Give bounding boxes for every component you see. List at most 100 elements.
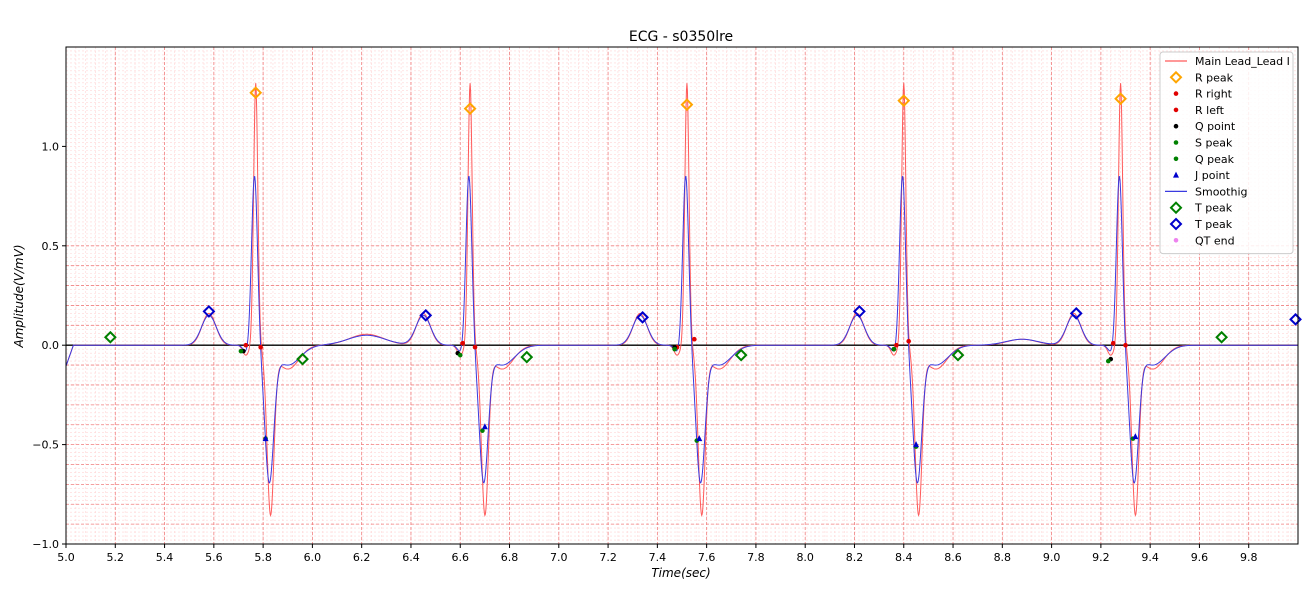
marker-point: [243, 342, 249, 348]
y-tick-label: 0.0: [42, 339, 60, 352]
plot-frame: [65, 46, 1299, 545]
major-grid: [65, 47, 1299, 545]
y-tick-label: 0.5: [42, 240, 60, 253]
x-tick-label: 7.4: [649, 551, 667, 564]
y-axis-label: Amplitude(V/mV): [12, 244, 26, 348]
marker-point: [238, 348, 244, 354]
x-axis-label: Time(sec): [651, 566, 710, 580]
marker-point: [103, 330, 117, 344]
marker-point: [472, 344, 478, 350]
legend-label: R left: [1195, 104, 1225, 117]
x-tick-label: 7.0: [550, 551, 568, 564]
legend-label: S peak: [1195, 137, 1233, 150]
y-tick-label: −1.0: [32, 538, 59, 551]
marker-point: [692, 336, 697, 342]
x-tick-label: 5.0: [57, 551, 75, 564]
marker-point: [696, 435, 703, 442]
legend-label: T peak: [1194, 202, 1233, 215]
legend-swatch: [1169, 201, 1183, 215]
marker-point: [258, 344, 263, 350]
marker-point: [1069, 306, 1083, 320]
legend-swatch: [1173, 238, 1179, 243]
y-tick-label: −0.5: [32, 439, 59, 452]
marker-point: [1289, 312, 1302, 326]
marker-point: [249, 86, 263, 100]
marker-point: [897, 94, 911, 108]
legend-box: [1159, 51, 1294, 255]
marker-point: [480, 428, 485, 433]
marker-point: [680, 98, 694, 112]
legend-label: R right: [1195, 88, 1233, 101]
legend-label: Main Lead_Lead I: [1195, 55, 1290, 68]
marker-point: [1132, 433, 1139, 440]
marker-point: [913, 441, 920, 448]
marker-point: [1110, 340, 1116, 346]
x-tick-label: 6.0: [304, 551, 322, 564]
legend-swatch: [1169, 217, 1183, 231]
marker-point: [891, 346, 897, 352]
legend-label: Q peak: [1195, 153, 1235, 166]
marker-point: [202, 304, 216, 318]
x-tick-label: 9.2: [1092, 551, 1110, 564]
x-tick-label: 6.4: [402, 551, 420, 564]
marker-point: [463, 102, 477, 116]
x-tick-label: 5.2: [107, 551, 125, 564]
marker-point: [481, 423, 488, 430]
x-tick-label: 8.2: [846, 551, 864, 564]
x-tick-label: 9.8: [1240, 551, 1258, 564]
x-tick-label: 9.4: [1141, 551, 1159, 564]
annotation-markers: [103, 86, 1302, 449]
marker-point: [672, 346, 677, 352]
y-axis-ticks: −1.0 −0.5 0.0 0.5 1.0: [32, 140, 66, 551]
chart-title: ECG - s0350lre: [629, 29, 733, 45]
marker-point: [636, 310, 649, 324]
legend-swatch: [1173, 140, 1179, 145]
minor-grid: [65, 46, 1299, 545]
x-tick-label: 8.0: [796, 551, 814, 564]
marker-point: [1105, 358, 1111, 364]
marker-point: [734, 348, 748, 362]
x-tick-label: 9.6: [1191, 551, 1209, 564]
legend-label: Smoothig: [1195, 185, 1247, 198]
marker-point: [1123, 342, 1128, 348]
x-tick-label: 8.6: [944, 551, 962, 564]
marker-point: [906, 338, 911, 344]
marker-point: [262, 435, 269, 442]
x-tick-label: 7.6: [698, 551, 716, 564]
marker-point: [852, 304, 866, 318]
x-tick-label: 5.6: [205, 551, 223, 564]
marker-point: [1215, 330, 1229, 344]
legend-label: T peak: [1194, 218, 1233, 231]
x-tick-label: 8.4: [895, 551, 913, 564]
legend-label: J point: [1194, 169, 1230, 182]
legend-swatch: [1173, 171, 1179, 178]
legend-label: R peak: [1195, 71, 1234, 84]
legend-swatch: [1173, 91, 1179, 96]
marker-point: [460, 340, 466, 346]
marker-point: [1114, 92, 1128, 106]
y-tick-label: 1.0: [42, 140, 60, 153]
legend: Main Lead_Lead I R peak R right R left Q poi…: [1159, 51, 1294, 255]
legend-swatch: [1173, 156, 1179, 162]
x-tick-label: 6.2: [353, 551, 371, 564]
legend-label: Q point: [1195, 120, 1236, 133]
marker-point: [419, 308, 433, 322]
marker-point: [457, 352, 463, 358]
x-tick-label: 6.8: [501, 551, 519, 564]
x-tick-label: 9.0: [1043, 551, 1061, 564]
x-tick-label: 7.8: [747, 551, 765, 564]
x-tick-label: 5.8: [254, 551, 272, 564]
legend-swatch: [1173, 123, 1179, 129]
signal-lines: [65, 83, 1298, 517]
x-tick-label: 8.8: [994, 551, 1012, 564]
legend-swatch: [1169, 70, 1183, 84]
marker-point: [894, 342, 899, 348]
legend-label: QT end: [1195, 234, 1235, 247]
x-axis-ticks: 5.0 5.2 5.4 5.6 5.8 6.0 6.2 6.4 6.6 6.8 7.0 7.2 7.4 7…: [57, 544, 1257, 564]
x-tick-label: 7.2: [599, 551, 617, 564]
marker-point: [296, 352, 309, 366]
marker-point: [951, 348, 965, 362]
smoothing-line: [65, 176, 1298, 484]
x-tick-label: 5.4: [156, 551, 174, 564]
